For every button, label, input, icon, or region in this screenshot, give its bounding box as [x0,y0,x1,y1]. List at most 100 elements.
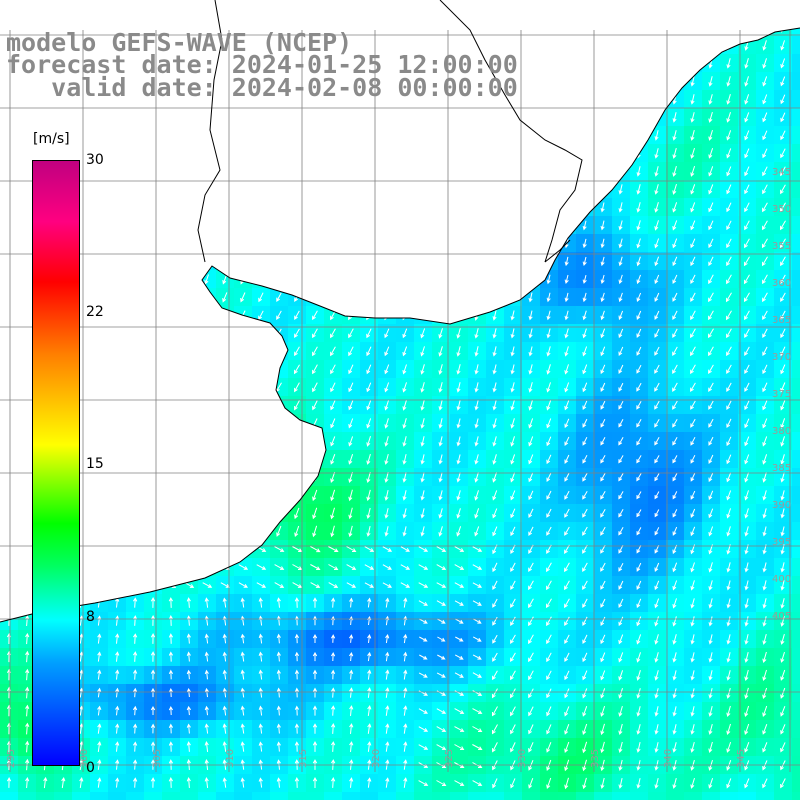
wind-arrow [150,382,156,393]
wind-arrow [330,454,336,465]
wind-arrow [150,202,155,213]
speed-cell [270,432,289,451]
wind-arrow [546,202,551,213]
wind-arrow [492,364,497,375]
speed-cell [126,306,145,325]
wind-arrow [672,418,678,428]
speed-cell [162,216,181,235]
wind-arrow [582,616,588,627]
wind-arrow [690,688,695,699]
wind-arrow [582,490,588,500]
wind-arrow [600,112,605,123]
wind-arrow [582,310,587,321]
wind-arrow [312,741,318,752]
wind-arrow [312,148,318,159]
speed-cell [108,792,127,800]
wind-arrow [402,274,408,285]
wind-arrow [348,184,354,195]
wind-arrow [186,130,191,141]
wind-arrow [240,651,245,662]
wind-arrow [204,526,210,537]
wind-arrow [240,669,245,680]
wind-arrow [349,741,354,752]
wind-arrow [600,238,605,249]
speed-cell [0,144,19,163]
wind-arrow [654,598,660,609]
wind-arrow [240,328,246,339]
speed-cell [414,0,433,19]
wind-arrow [456,364,461,375]
speed-cell [378,180,397,199]
wind-arrow [186,777,191,788]
wind-arrow [780,633,785,645]
wind-arrow [636,130,641,141]
wind-arrow [204,346,210,357]
speed-cell [450,234,469,253]
wind-arrow [186,597,191,608]
speed-cell [162,162,181,181]
wind-arrow [472,600,482,606]
speed-cell [378,126,397,145]
speed-cell [216,396,235,415]
wind-arrow [168,687,174,698]
wind-arrow [528,112,534,123]
wind-arrow [510,310,515,321]
speed-cell [144,504,163,523]
speed-cell [0,180,19,199]
wind-arrow [564,256,569,267]
wind-arrow [762,94,768,105]
speed-cell [108,468,127,487]
speed-cell [342,252,361,271]
wind-arrow [130,564,141,570]
wind-arrow [509,28,516,33]
wind-arrow [132,687,138,698]
speed-cell [108,162,127,181]
wind-arrow [492,490,498,501]
wind-arrow [400,564,411,570]
speed-cell [306,468,325,487]
speed-cell [108,198,127,217]
wind-arrow [186,669,192,680]
wind-arrow [402,346,408,357]
forecast-date: forecast date: 2024-01-25 12:00:00 [6,50,518,79]
speed-cell [288,450,307,469]
wind-arrow [582,777,587,790]
speed-cell [522,90,541,109]
wind-arrow [294,436,300,447]
wind-arrow [240,346,246,357]
wind-arrow [348,328,354,339]
wind-arrow [6,130,12,140]
speed-cell [396,162,415,181]
wind-arrow [672,382,678,393]
wind-arrow [312,489,318,502]
wind-arrow [726,723,731,736]
wind-arrow [439,5,443,14]
wind-arrow [97,687,102,698]
grid-label-bottom: 295 [6,749,17,768]
wind-arrow [168,508,174,519]
wind-arrow [221,454,228,465]
wind-arrow [600,346,606,357]
wind-arrow [510,562,516,573]
wind-arrow [294,705,300,716]
speed-cell [630,54,649,73]
wind-arrow [114,508,120,519]
wind-arrow [385,723,390,734]
speed-cell [270,504,289,523]
wind-arrow [114,310,119,321]
wind-arrow [582,94,588,105]
wind-arrow [780,310,786,321]
speed-cell [198,396,217,415]
wind-arrow [438,472,443,483]
wind-arrow [420,526,425,537]
wind-arrow [437,148,444,159]
wind-arrow [240,705,245,716]
wind-arrow [420,472,425,483]
wind-arrow [239,454,247,465]
wind-arrow [618,238,623,249]
wind-arrow [618,220,623,231]
wind-arrow [294,346,300,357]
speed-cell [198,378,217,397]
wind-arrow [294,597,300,608]
wind-arrow [546,346,551,357]
